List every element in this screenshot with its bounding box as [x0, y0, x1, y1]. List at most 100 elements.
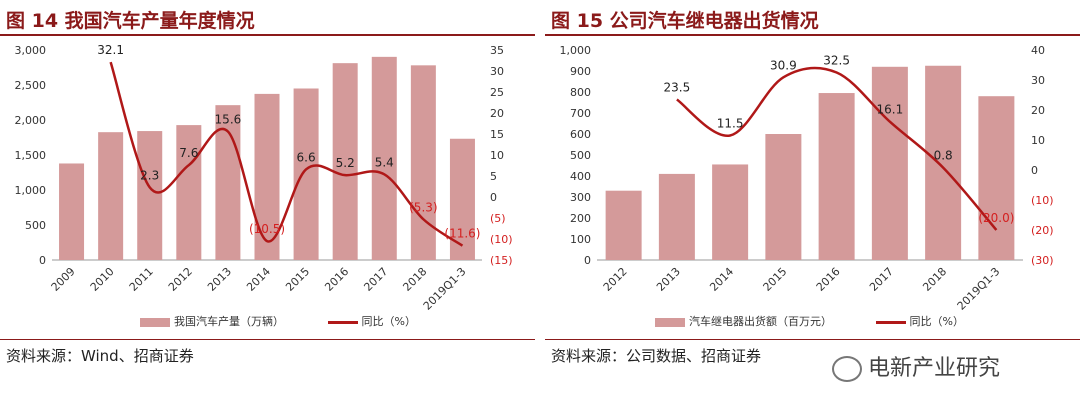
- y-left-tick-label: 300: [570, 191, 591, 204]
- source-rule: [545, 339, 1080, 340]
- data-label: (20.0): [978, 211, 1014, 225]
- data-label: 32.5: [823, 54, 850, 68]
- bar: [925, 65, 962, 260]
- x-tick-label: 2017: [361, 265, 390, 294]
- y-left-tick-label: 1,500: [15, 149, 47, 162]
- title-rule: [0, 34, 535, 36]
- source-rule: [0, 339, 535, 340]
- bar: [137, 131, 163, 260]
- bar: [658, 173, 695, 260]
- legend-line-swatch: [875, 320, 906, 324]
- data-label: 5.2: [336, 156, 355, 170]
- bar: [818, 93, 855, 260]
- legend-line-swatch: [327, 320, 358, 324]
- chart-svg: 0 500 1,000 1,500 2,000 2,500 3,000 (15) (10) (5)…: [15, 43, 513, 313]
- bar: [410, 65, 436, 260]
- bar: [871, 66, 908, 260]
- y-right-tick-label: (10): [490, 233, 513, 246]
- y-right-tick-label: 0: [490, 191, 497, 204]
- y-right-tick-label: 20: [1031, 104, 1045, 117]
- x-tick-label: 2016: [322, 265, 351, 294]
- data-label: 16.1: [877, 103, 904, 117]
- x-tick-label: 2013: [205, 265, 234, 294]
- watermark-text: 电新产业研究: [868, 356, 1001, 381]
- y-right-tick-label: 0: [1031, 164, 1038, 177]
- data-label: 7.6: [179, 146, 198, 160]
- y-left-tick-label: 400: [570, 170, 591, 183]
- series-line: [109, 61, 464, 247]
- data-label: 23.5: [664, 81, 691, 95]
- data-label: 5.4: [375, 155, 394, 169]
- x-tick-label: 2014: [707, 265, 736, 294]
- x-tick-label: 2012: [601, 265, 630, 294]
- legend-line-label: 同比（%）: [909, 315, 964, 328]
- legend-bar-swatch: [655, 317, 685, 327]
- x-tick-label: 2019Q1-3: [955, 265, 1003, 313]
- y-left-tick-label: 700: [570, 107, 591, 120]
- x-tick-label: 2010: [88, 265, 117, 294]
- chart-title: 图 15 公司汽车继电器出货情况: [551, 10, 819, 32]
- x-tick-label: 2015: [283, 265, 312, 294]
- y-right-tick-label: 10: [490, 149, 504, 162]
- y-right-tick-label: 30: [490, 65, 504, 78]
- data-label: 6.6: [297, 150, 316, 164]
- wechat-icon: [832, 356, 862, 382]
- y-right-tick-label: (10): [1031, 194, 1054, 207]
- y-right-tick-label: 35: [490, 44, 504, 57]
- bar: [98, 132, 124, 260]
- legend-bar-swatch: [140, 317, 170, 327]
- legend: 我国汽车产量（万辆） 同比（%）: [140, 313, 416, 329]
- chart-title: 图 14 我国汽车产量年度情况: [6, 10, 255, 32]
- source-note: 资料来源：Wind、招商证券: [6, 347, 194, 365]
- bar: [254, 93, 280, 260]
- data-label: 0.8: [934, 149, 953, 163]
- y-left-tick-label: 0: [584, 254, 591, 267]
- bar: [765, 134, 802, 260]
- y-right-tick-label: 15: [490, 128, 504, 141]
- y-left-tick-label: 0: [39, 254, 46, 267]
- y-left-tick-label: 3,000: [15, 44, 47, 57]
- x-tick-label: 2011: [127, 265, 156, 294]
- y-right-tick-label: (30): [1031, 254, 1054, 267]
- y-left-tick-label: 500: [25, 219, 46, 232]
- data-label: 11.5: [717, 117, 744, 131]
- bar: [371, 56, 397, 260]
- chart-svg: 01002003004005006007008009001,000(30)(20…: [560, 44, 1054, 313]
- bar: [712, 164, 749, 260]
- x-tick-label: 2013: [654, 265, 683, 294]
- x-tick-label: 2019Q1-3: [421, 265, 469, 313]
- y-left-tick-label: 200: [570, 212, 591, 225]
- y-left-tick-label: 800: [570, 86, 591, 99]
- x-tick-label: 2018: [920, 265, 949, 294]
- legend-bar-label: 汽车继电器出货额（百万元）: [689, 315, 832, 328]
- y-left-tick-label: 900: [570, 65, 591, 78]
- y-right-tick-label: 25: [490, 86, 504, 99]
- x-tick-label: 2017: [867, 265, 896, 294]
- y-right-tick-label: 30: [1031, 74, 1045, 87]
- data-label: 15.6: [215, 112, 242, 126]
- watermark: 电新产业研究: [832, 350, 1000, 382]
- bar: [176, 125, 202, 260]
- chart-panel-auto-production: 图 14 我国汽车产量年度情况 0 500 1,000 1,500 2,000 2,500…: [0, 0, 535, 410]
- title-rule: [545, 34, 1080, 36]
- bar: [605, 190, 642, 260]
- y-right-tick-label: 40: [1031, 44, 1045, 57]
- legend-line-label: 同比（%）: [361, 315, 416, 328]
- y-left-tick-label: 500: [570, 149, 591, 162]
- series-line: [676, 66, 998, 231]
- y-left-tick-label: 1,000: [15, 184, 47, 197]
- y-left-tick-label: 2,000: [15, 114, 47, 127]
- x-tick-label: 2014: [244, 265, 273, 294]
- chart-panel-relay-shipments: 图 15 公司汽车继电器出货情况 0 100 200 300 400 500 600 700 8…: [545, 0, 1080, 410]
- y-left-tick-label: 1,000: [560, 44, 592, 57]
- bar: [59, 163, 85, 260]
- source-note: 资料来源：公司数据、招商证券: [551, 347, 762, 365]
- data-label: (11.6): [444, 227, 480, 241]
- x-tick-label: 2016: [814, 265, 843, 294]
- y-left-tick-label: 600: [570, 128, 591, 141]
- legend-bar-label: 我国汽车产量（万辆）: [174, 315, 284, 328]
- bar: [293, 88, 319, 260]
- y-left-tick-label: 100: [570, 233, 591, 246]
- y-right-tick-label: 5: [490, 170, 497, 183]
- data-label: (5.3): [409, 200, 437, 214]
